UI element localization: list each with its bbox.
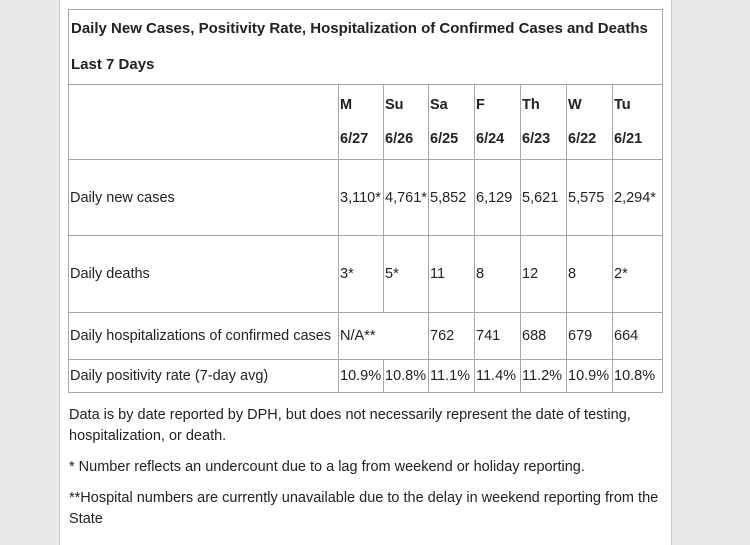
table-cell: 3,110*: [338, 159, 384, 236]
day-header: Th 6/23: [520, 84, 567, 160]
day-header: Tu 6/21: [612, 84, 663, 160]
table-cell: 10.9%: [566, 359, 613, 393]
footnote-text: Data is by date reported by DPH, but doe…: [69, 407, 631, 444]
table-cell: 762: [428, 312, 475, 360]
table-cell: 6,129: [474, 159, 521, 236]
table-cell-merged: N/A**: [338, 312, 429, 360]
table-cell: 10.8%: [383, 359, 429, 393]
day-date: 6/26: [385, 131, 414, 147]
day-label: Su: [385, 97, 404, 113]
table-cell: 2*: [612, 235, 663, 313]
day-label: Th: [522, 97, 540, 113]
table-cell: 741: [474, 312, 521, 360]
page-content: Daily New Cases, Positivity Rate, Hospit…: [59, 0, 672, 545]
day-date: 6/21: [614, 131, 643, 147]
table-cell: 5,852: [428, 159, 475, 236]
table-cell: 3*: [338, 235, 384, 313]
day-header: M 6/27: [338, 84, 384, 160]
day-label: Sa: [430, 97, 448, 113]
table-cell: 10.9%: [338, 359, 384, 393]
day-header: F 6/24: [474, 84, 521, 160]
table-cell: 664: [612, 312, 663, 360]
table-cell: 5*: [383, 235, 429, 313]
covid-stats-table: Daily New Cases, Positivity Rate, Hospit…: [68, 9, 663, 393]
table-cell: 11: [428, 235, 475, 313]
day-label: F: [476, 97, 485, 113]
table-row-deaths: Daily deaths 3* 5* 11 8 12 8 2*: [68, 235, 663, 313]
row-label: Daily deaths: [68, 235, 339, 313]
table-cell: 679: [566, 312, 613, 360]
table-cell: 8: [474, 235, 521, 313]
table-cell: 2,294*: [612, 159, 663, 236]
table-cell: 10.8%: [612, 359, 663, 393]
table-cell: 11.1%: [428, 359, 475, 393]
day-label: Tu: [614, 97, 631, 113]
table-row-hospitalizations: Daily hospitalizations of confirmed case…: [68, 312, 663, 360]
day-header: Sa 6/25: [428, 84, 475, 160]
footnote-text: **Hospital numbers are currently unavail…: [69, 490, 659, 527]
table-cell: 5,575: [566, 159, 613, 236]
table-cell: 5,621: [520, 159, 567, 236]
table-cell: 688: [520, 312, 567, 360]
row-label: Daily hospitalizations of confirmed case…: [68, 312, 339, 360]
day-header: Su 6/26: [383, 84, 429, 160]
table-cell: 11.4%: [474, 359, 521, 393]
day-date: 6/22: [568, 131, 597, 147]
table-row-new-cases: Daily new cases 3,110* 4,761* 5,852 6,12…: [68, 159, 663, 236]
row-label: Daily new cases: [68, 159, 339, 236]
day-header: W 6/22: [566, 84, 613, 160]
day-date: 6/27: [340, 131, 369, 147]
day-label: W: [568, 97, 582, 113]
footnote-text: * Number reflects an undercount due to a…: [69, 459, 585, 475]
day-date: 6/25: [430, 131, 459, 147]
table-cell: 11.2%: [520, 359, 567, 393]
row-label: Daily positivity rate (7-day avg): [68, 359, 339, 393]
footnotes: Data is by date reported by DPH, but doe…: [69, 405, 669, 540]
table-cell: 8: [566, 235, 613, 313]
day-date: 6/24: [476, 131, 505, 147]
table-cell: 12: [520, 235, 567, 313]
table-title: Daily New Cases, Positivity Rate, Hospit…: [68, 9, 663, 85]
day-date: 6/23: [522, 131, 551, 147]
header-blank-cell: [68, 84, 339, 160]
table-cell: 4,761*: [383, 159, 429, 236]
day-label: M: [340, 97, 353, 113]
table-row-positivity: Daily positivity rate (7-day avg) 10.9% …: [68, 359, 663, 393]
table-header-row: M 6/27 Su 6/26 Sa 6/25 F 6/24 Th 6/23 W 6/22 T…: [68, 84, 663, 160]
